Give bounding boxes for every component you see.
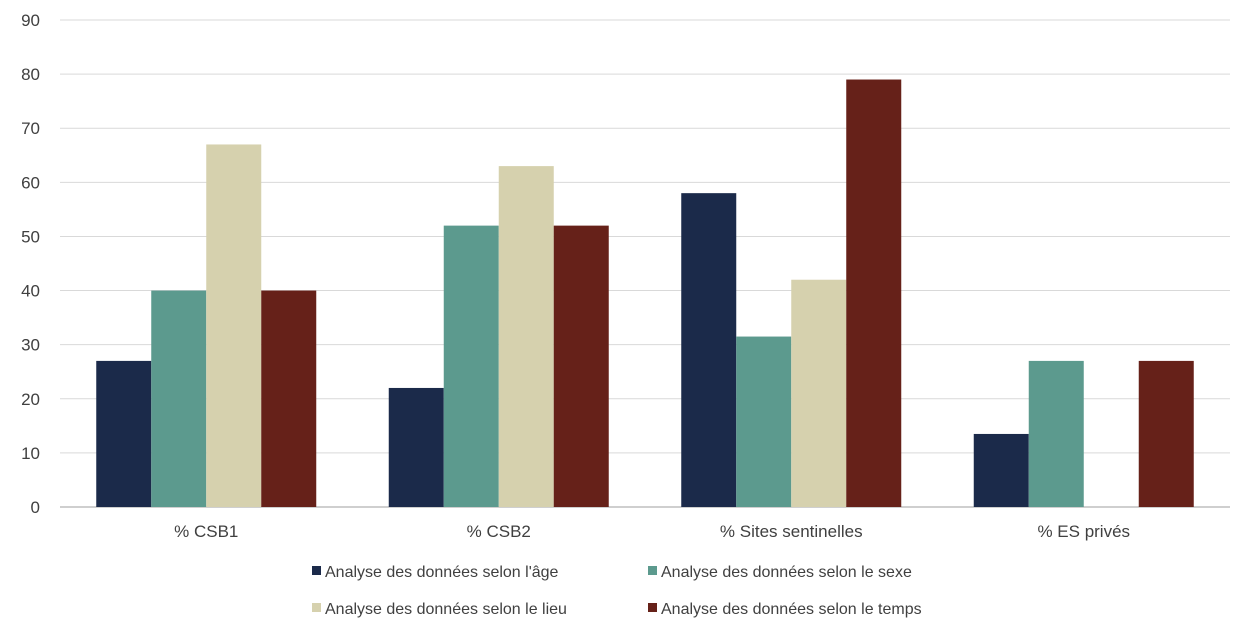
bar	[681, 193, 737, 507]
bar	[498, 166, 554, 507]
bar	[206, 144, 262, 507]
bar	[553, 225, 609, 507]
bar	[151, 290, 207, 507]
y-tick-label: 10	[21, 444, 40, 463]
legend: Analyse des données selon l'âge Analyse d…	[312, 564, 922, 618]
legend-swatch	[312, 603, 321, 612]
y-axis-ticks: 0 10 20 30 40 50 60 70 80 90	[21, 11, 40, 517]
y-tick-label: 40	[21, 282, 40, 301]
legend-swatch	[648, 603, 657, 612]
x-category-label: % Sites sentinelles	[720, 522, 863, 541]
y-tick-label: 80	[21, 65, 40, 84]
x-axis-categories: % CSB1 % CSB2 % Sites sentinelles % ES priv…	[174, 522, 1130, 541]
bar	[1028, 360, 1084, 507]
legend-label: Analyse des données selon le sexe	[661, 564, 912, 581]
y-tick-label: 50	[21, 227, 40, 246]
bar	[443, 225, 499, 507]
x-category-label: % CSB1	[174, 522, 238, 541]
bar	[846, 79, 902, 508]
y-tick-label: 70	[21, 119, 40, 138]
x-category-label: % ES privés	[1037, 522, 1130, 541]
bar	[791, 279, 847, 507]
bar	[261, 290, 317, 507]
legend-label: Analyse des données selon le lieu	[325, 601, 567, 618]
legend-swatch	[312, 566, 321, 575]
legend-label: Analyse des données selon l'âge	[325, 564, 559, 581]
bar	[388, 387, 444, 507]
y-tick-label: 90	[21, 11, 40, 30]
y-tick-label: 30	[21, 336, 40, 355]
y-tick-label: 0	[31, 498, 40, 517]
bar	[1138, 360, 1194, 507]
bar	[973, 433, 1029, 507]
legend-label: Analyse des données selon le temps	[661, 601, 922, 618]
bar	[736, 336, 792, 507]
y-tick-label: 20	[21, 390, 40, 409]
bar	[96, 360, 152, 507]
legend-swatch	[648, 566, 657, 575]
y-tick-label: 60	[21, 173, 40, 192]
bars	[96, 79, 1194, 508]
x-category-label: % CSB2	[467, 522, 531, 541]
